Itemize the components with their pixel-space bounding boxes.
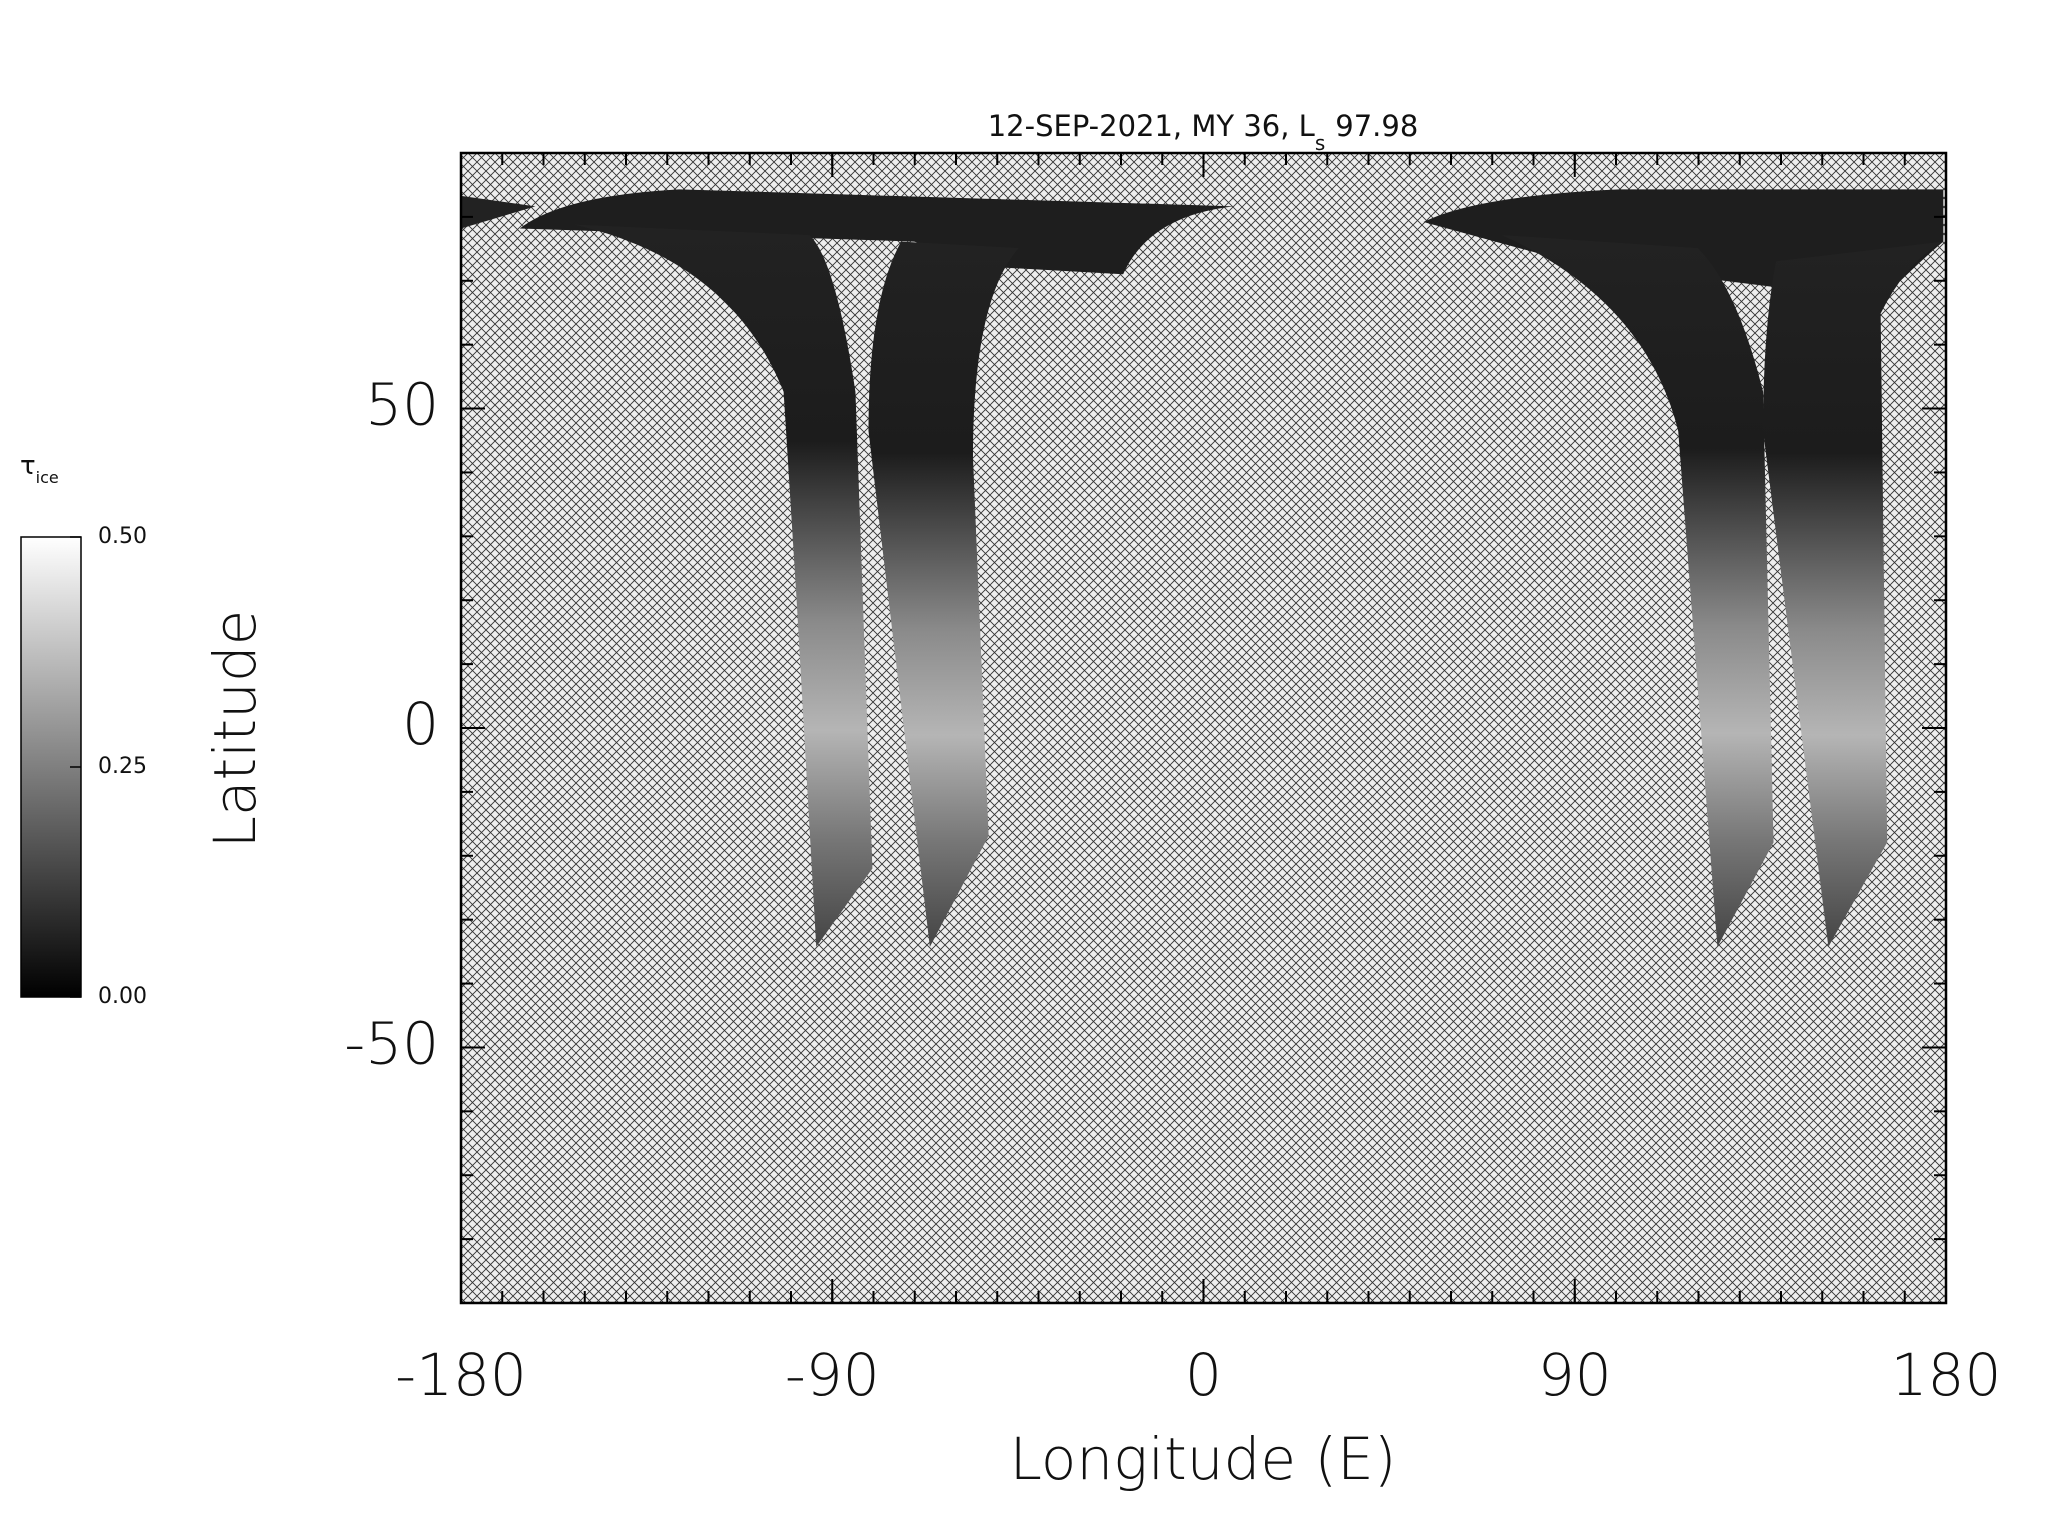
x-tick-label: -90 [785, 1341, 880, 1409]
colorbar-subscript: ice [36, 468, 59, 487]
colorbar-tick-label: 0.25 [98, 754, 147, 779]
swaths [461, 189, 1944, 947]
y-axis-label: Latitude [201, 610, 269, 849]
title-text: 12-SEP-2021, MY 36, L [988, 109, 1315, 143]
colorbar-tick-label: 0.00 [98, 984, 147, 1009]
title-subscript: s [1315, 131, 1325, 155]
x-axis-label: Longitude (E) [1010, 1425, 1397, 1493]
x-tick-label: 0 [1185, 1341, 1222, 1409]
x-tick-label: 180 [1891, 1341, 2002, 1409]
y-tick-label: 50 [365, 371, 439, 439]
colorbar-tick-label: 0.50 [98, 524, 147, 549]
title-value: 97.98 [1335, 109, 1418, 143]
x-tick-label: -180 [395, 1341, 527, 1409]
colorbar-symbol: τ [20, 451, 36, 481]
x-tick-label: 90 [1538, 1341, 1612, 1409]
y-tick-label: 0 [402, 690, 439, 758]
chart-title: 12-SEP-2021, MY 36, Ls 97.98 [988, 109, 1419, 155]
colorbar-label: τice [20, 451, 59, 487]
y-tick-label: -50 [344, 1009, 439, 1077]
